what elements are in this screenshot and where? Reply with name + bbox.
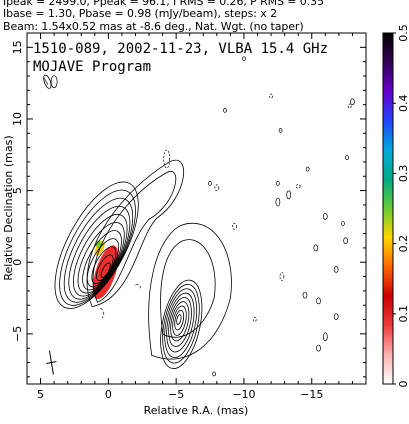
- colorbar-tick-label: 0.4: [397, 94, 409, 112]
- jet-knot-contour: [164, 288, 198, 358]
- noise-contour: [242, 56, 246, 62]
- colorbar-tick-label: 0.1: [397, 305, 409, 323]
- noise-contour: [322, 332, 328, 342]
- colorbar-tick-label: 0.2: [397, 235, 409, 253]
- negative-contour: [100, 307, 105, 319]
- noise-contour: [214, 184, 220, 192]
- noise-contour: [341, 221, 345, 226]
- core-contour: [96, 254, 114, 281]
- core-contour: [68, 205, 131, 300]
- plot-frame: [26, 32, 367, 385]
- header-line-3: Beam: 1.54x0.52 mas at -8.6 deg., Nat. W…: [3, 20, 304, 33]
- noise-contour: [50, 75, 58, 89]
- contour-layer: [43, 56, 355, 377]
- noise-contour: [333, 266, 339, 273]
- y-tick-label: 5: [11, 187, 24, 194]
- x-tick-label: −15: [300, 388, 323, 401]
- y-tick-label: 10: [11, 112, 24, 126]
- colorbar-tick-label: 0: [397, 381, 409, 388]
- core-contour: [59, 189, 136, 306]
- beam-minor-axis: [46, 361, 57, 365]
- noise-contour: [316, 344, 321, 352]
- noise-contour: [163, 149, 171, 169]
- y-tick-label: −5: [11, 326, 24, 342]
- noise-contour: [278, 128, 283, 133]
- jet-knot-contour: [162, 284, 200, 364]
- colorbar-tick-label: 0.5: [397, 24, 409, 42]
- jet-knot-contour: [174, 309, 185, 331]
- x-axis-title: Relative R.A. (mas): [144, 404, 249, 417]
- noise-contour: [350, 98, 355, 106]
- noise-contour: [343, 237, 349, 245]
- hatched-feature: [43, 74, 52, 89]
- noise-contour: [286, 190, 292, 200]
- y-tick-label: 15: [11, 40, 24, 54]
- noise-contour: [345, 155, 349, 160]
- noise-contour: [275, 197, 281, 207]
- noise-contour: [347, 103, 352, 109]
- noise-contour: [305, 166, 310, 172]
- x-tick-label: 5: [37, 388, 44, 401]
- x-tick-label: −5: [168, 388, 184, 401]
- inset-title: 1510-089, 2002-11-23, VLBA 15.4 GHz: [33, 41, 328, 57]
- extended-jet-contour: [160, 239, 216, 338]
- noise-contour: [295, 183, 301, 189]
- core-contour: [77, 222, 125, 294]
- colorbar-tick-label: 0.3: [397, 165, 409, 183]
- noise-contour: [276, 181, 280, 186]
- colorbar-ticks: 0 0.1 0.2 0.3 0.4 0.5: [393, 24, 409, 388]
- core-extended-contour: [86, 159, 184, 308]
- header-line-1: Ipeak = 2499.0, Ppeak = 96.1, I RMS = 0.…: [3, 0, 324, 8]
- inset-program: MOJAVE Program: [33, 59, 151, 75]
- noise-contour: [269, 93, 273, 99]
- header-line-2: Ibase = 1.30, Pbase = 0.98 (mJy/beam), s…: [3, 7, 278, 20]
- colorbar: [382, 32, 394, 385]
- jet-knot-contour: [168, 296, 192, 347]
- jet-knot-contour: [166, 292, 195, 353]
- noise-contour: [333, 313, 339, 321]
- noise-contour: [252, 317, 257, 322]
- noise-contour: [302, 291, 308, 299]
- noise-contour: [316, 297, 321, 305]
- x-tick-label: 0: [105, 388, 112, 401]
- noise-contour: [212, 371, 216, 377]
- jet-knot-contour: [160, 279, 203, 369]
- noise-contour: [208, 181, 212, 186]
- jet-knot-contour: [172, 305, 187, 336]
- core-contour: [63, 197, 134, 303]
- core-contour: [82, 230, 122, 291]
- noise-contour: [322, 213, 328, 220]
- core-contour: [100, 262, 111, 278]
- axes-layer: 5 0 −5 −10 −15 15 10 5 0 −5: [11, 32, 367, 401]
- y-tick-label: 0: [11, 259, 24, 266]
- noise-contour: [223, 108, 227, 113]
- hatch-line: [43, 77, 49, 85]
- core-contour: [91, 246, 117, 285]
- core-contour: [73, 213, 128, 297]
- extended-jet-contour: [148, 222, 232, 360]
- noise-contour: [279, 272, 285, 281]
- core-contour: [54, 181, 139, 309]
- negative-contour: [135, 284, 141, 289]
- noise-contour: [232, 223, 237, 230]
- jet-knot-contour: [170, 301, 190, 342]
- x-tick-label: −10: [232, 388, 255, 401]
- y-axis-title: Relative Declination (mas): [2, 135, 15, 280]
- core-contour: [86, 238, 120, 288]
- jet-knot-contour: [176, 314, 182, 325]
- core-extended-contour: [92, 171, 177, 303]
- noise-contour: [313, 244, 319, 252]
